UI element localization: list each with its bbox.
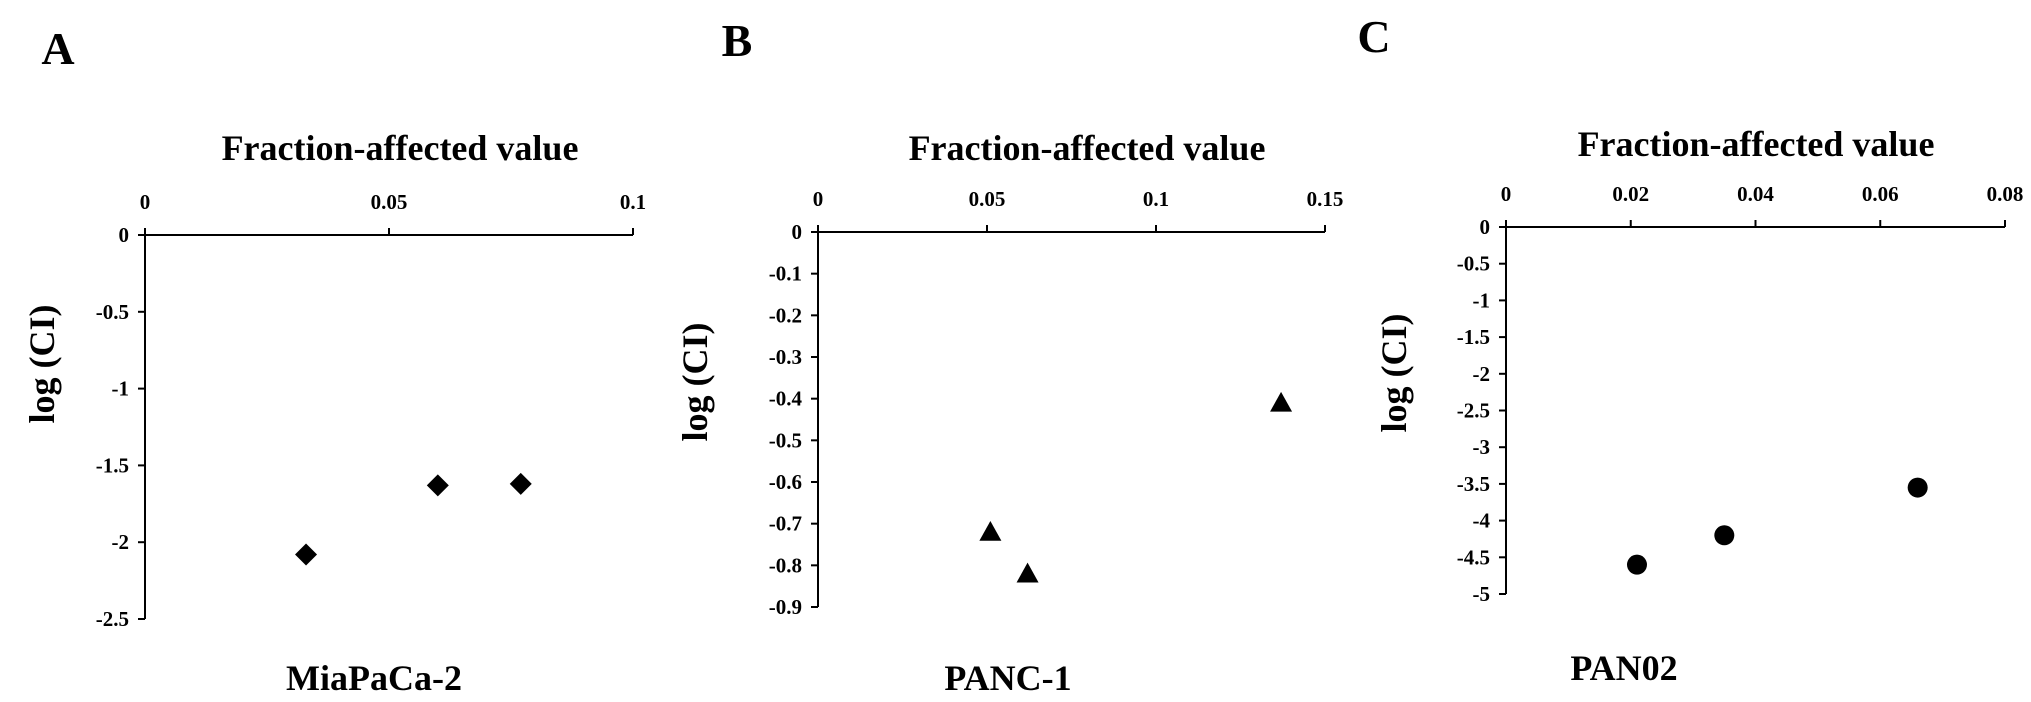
panel-c: C Fraction-affected value log (CI) PAN02… bbox=[1357, 11, 2023, 688]
y-tick-label: -0.2 bbox=[769, 303, 802, 327]
series-label-a: MiaPaCa-2 bbox=[286, 658, 462, 698]
data-point bbox=[426, 474, 449, 497]
y-axis-title-a: log (CI) bbox=[22, 305, 62, 424]
y-tick-label: -1.5 bbox=[96, 453, 129, 477]
y-tick-label: -1 bbox=[112, 377, 130, 401]
data-point bbox=[295, 543, 318, 566]
data-point bbox=[1270, 391, 1293, 412]
panel-b: B Fraction-affected value log (CI) PANC-… bbox=[675, 15, 1343, 698]
data-point bbox=[979, 521, 1002, 541]
y-tick-label: -0.8 bbox=[769, 553, 802, 577]
panel-letter-b: B bbox=[722, 15, 753, 66]
plot-area-a: 0 0.05 0.1 0 -0.5 -1 -1.5 -2 -2.5 bbox=[96, 190, 646, 631]
y-tick-label: -4.5 bbox=[1457, 545, 1490, 569]
data-point bbox=[1907, 477, 1928, 498]
x-tick-label: 0 bbox=[140, 190, 151, 214]
series-label-c: PAN02 bbox=[1570, 648, 1677, 688]
y-tick-label: -0.6 bbox=[769, 470, 802, 494]
plot-area-c: 0 0.02 0.04 0.06 0.08 0 -0.5 -1 -1.5 -2 -2.5 -3 -3.5… bbox=[1457, 182, 2024, 606]
y-tick-label: -0.3 bbox=[769, 345, 802, 369]
y-tick-label: -0.9 bbox=[769, 595, 802, 619]
y-tick-label: -5 bbox=[1473, 582, 1491, 606]
data-point bbox=[509, 472, 532, 495]
series-label-b: PANC-1 bbox=[944, 658, 1071, 698]
y-tick-label: -0.5 bbox=[769, 428, 802, 452]
y-tick-label: -0.4 bbox=[769, 387, 803, 411]
plot-area-b: 0 0.05 0.1 0.15 0 -0.1 -0.2 -0.3 -0.4 -0.5 -0.6 -0.… bbox=[769, 187, 1344, 619]
y-tick-label: -2.5 bbox=[96, 607, 129, 631]
y-tick-label: 0 bbox=[792, 220, 803, 244]
x-tick-label: 0.1 bbox=[1143, 187, 1169, 211]
y-tick-label: -2 bbox=[1473, 362, 1491, 386]
x-axis-title-b: Fraction-affected value bbox=[909, 128, 1266, 168]
y-tick-label: 0 bbox=[119, 223, 130, 247]
y-tick-label: -2 bbox=[112, 530, 130, 554]
data-point bbox=[1714, 525, 1735, 546]
x-tick-label: 0.04 bbox=[1737, 182, 1774, 206]
x-tick-label: 0.05 bbox=[371, 190, 408, 214]
x-tick-label: 0.08 bbox=[1987, 182, 2024, 206]
data-point bbox=[1626, 554, 1647, 575]
y-tick-label: -3.5 bbox=[1457, 472, 1490, 496]
x-tick-label: 0.15 bbox=[1307, 187, 1344, 211]
x-tick-label: 0 bbox=[813, 187, 824, 211]
y-tick-label: -1 bbox=[1473, 288, 1491, 312]
y-tick-label: -0.1 bbox=[769, 262, 802, 286]
x-axis-title-c: Fraction-affected value bbox=[1578, 124, 1935, 164]
panel-a: A Fraction-affected value log (CI) MiaPa… bbox=[22, 23, 646, 698]
x-tick-label: 0 bbox=[1501, 182, 1512, 206]
x-tick-label: 0.06 bbox=[1862, 182, 1899, 206]
y-tick-label: -0.5 bbox=[1457, 252, 1490, 276]
panel-letter-a: A bbox=[41, 23, 74, 74]
y-axis-title-b: log (CI) bbox=[675, 323, 715, 442]
y-tick-label: -3 bbox=[1473, 435, 1491, 459]
x-tick-label: 0.05 bbox=[969, 187, 1006, 211]
y-tick-label: -0.7 bbox=[769, 512, 802, 536]
y-axis-title-c: log (CI) bbox=[1374, 314, 1414, 433]
y-tick-label: -2.5 bbox=[1457, 399, 1490, 423]
y-tick-label: -4 bbox=[1473, 509, 1491, 533]
x-axis-title-a: Fraction-affected value bbox=[222, 128, 579, 168]
y-tick-label: 0 bbox=[1480, 215, 1491, 239]
data-point bbox=[1016, 562, 1039, 583]
y-tick-label: -0.5 bbox=[96, 300, 129, 324]
panel-letter-c: C bbox=[1357, 11, 1390, 62]
y-tick-label: -1.5 bbox=[1457, 325, 1490, 349]
x-tick-label: 0.1 bbox=[620, 190, 646, 214]
x-tick-label: 0.02 bbox=[1612, 182, 1649, 206]
